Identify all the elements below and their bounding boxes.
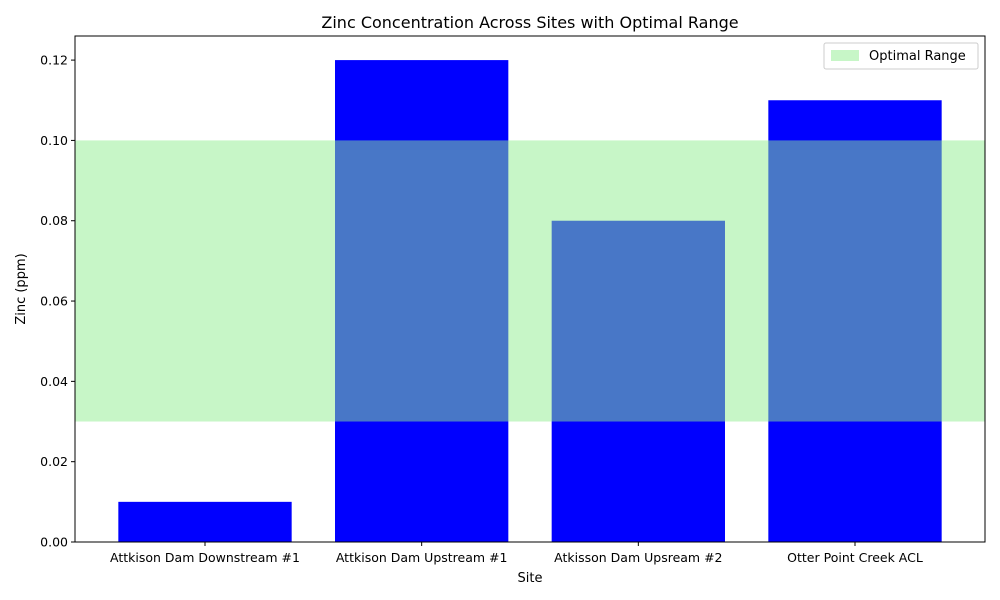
legend-label-optimal-range: Optimal Range xyxy=(869,49,966,64)
x-tick-label: Attkison Dam Upstream #1 xyxy=(336,550,508,565)
plot-frame xyxy=(74,35,986,543)
y-tick-label: 0.02 xyxy=(40,454,68,469)
y-tick-label: 0.00 xyxy=(40,535,68,550)
bar xyxy=(118,501,292,542)
x-tick-label: Atkisson Dam Upsream #2 xyxy=(554,550,722,565)
y-tick-label: 0.08 xyxy=(40,213,68,228)
y-tick-label: 0.12 xyxy=(40,53,68,68)
legend-swatch-optimal-range xyxy=(831,50,859,61)
y-tick-label: 0.10 xyxy=(40,133,68,148)
legend: Optimal Range xyxy=(823,42,979,70)
x-tick-label: Attkison Dam Downstream #1 xyxy=(110,550,300,565)
x-tick-label: Otter Point Creek ACL xyxy=(787,550,923,565)
axes-layer: 0.00 0.02 0.04 0.06 0.08 0.10 0.12 Attkison Dam… xyxy=(40,35,986,565)
y-tick-label: 0.06 xyxy=(40,294,68,309)
legend-frame xyxy=(823,42,979,70)
chart-title: Zinc Concentration Across Sites with Opt… xyxy=(321,13,738,32)
y-axis-label: Zinc (ppm) xyxy=(14,253,29,324)
optimal-range-band xyxy=(75,140,985,422)
y-tick-label: 0.04 xyxy=(40,374,68,389)
x-axis-label: Site xyxy=(518,571,543,586)
